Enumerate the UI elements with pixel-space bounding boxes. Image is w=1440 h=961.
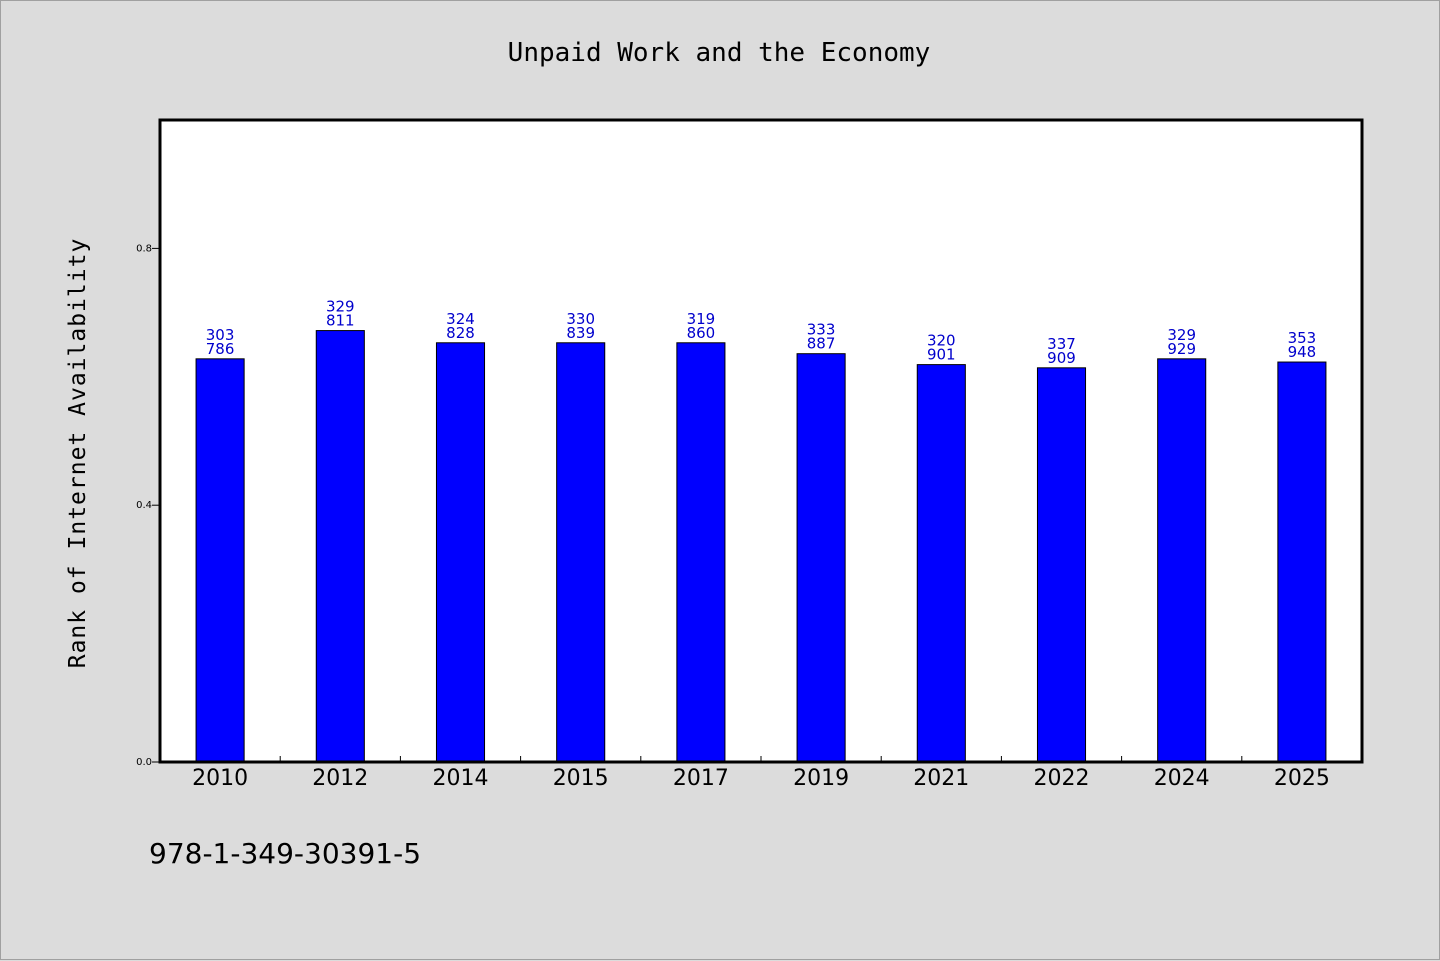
bar-2025 <box>1277 361 1327 763</box>
y-tick-label: 0.4 <box>136 500 152 511</box>
bar-2019 <box>796 353 846 763</box>
y-axis-label: Rank of Internet Availability <box>65 238 91 669</box>
bar-2010 <box>195 358 245 763</box>
bar-data-label: 329 <box>1167 326 1196 344</box>
x-tick-label: 2017 <box>673 766 729 791</box>
bar-2017 <box>676 342 726 763</box>
x-tick-label: 2019 <box>793 766 849 791</box>
bar-data-label: 786 <box>206 340 235 358</box>
x-tick-label: 2012 <box>312 766 368 791</box>
bar-data-label: 337 <box>1047 335 1076 353</box>
bar-data-label: 828 <box>446 324 475 342</box>
isbn-footnote: 978-1-349-30391-5 <box>149 837 421 870</box>
bar-data-label: 909 <box>1047 349 1076 367</box>
bar-data-label: 329 <box>326 298 355 316</box>
bar-2021 <box>916 364 966 763</box>
x-tick-label: 2014 <box>433 766 489 791</box>
y-tick-label: 0.8 <box>136 243 152 254</box>
bar-data-label: 948 <box>1288 343 1317 361</box>
bar-2022 <box>1036 367 1087 763</box>
bar-data-label: 839 <box>566 324 595 342</box>
x-tick-label: 2025 <box>1274 766 1330 791</box>
x-tick-label: 2024 <box>1154 766 1210 791</box>
bar-data-label: 860 <box>687 324 716 342</box>
bar-2024 <box>1157 358 1207 763</box>
bar-data-label: 330 <box>566 310 595 328</box>
bar-2012 <box>315 330 365 763</box>
bar-data-label: 320 <box>927 332 956 350</box>
x-tick-label: 2010 <box>192 766 248 791</box>
bar-data-label: 929 <box>1167 340 1196 358</box>
bar-2015 <box>556 342 606 763</box>
chart-title: Unpaid Work and the Economy <box>508 38 931 68</box>
y-axis-ticks: 0.0 0.4 0.8 <box>136 243 160 768</box>
x-tick-label: 2021 <box>913 766 969 791</box>
bar-data-label: 353 <box>1288 329 1317 347</box>
y-tick-label: 0.0 <box>136 757 152 768</box>
bars <box>195 330 1327 763</box>
plot-border <box>158 118 1364 764</box>
x-tick-label: 2015 <box>553 766 609 791</box>
bar-2014 <box>435 342 486 763</box>
bar-data-label: 324 <box>446 310 475 328</box>
bar-data-label: 333 <box>807 321 836 339</box>
bar-data-label: 887 <box>807 335 836 353</box>
bar-data-label: 319 <box>687 310 716 328</box>
x-tick-label: 2022 <box>1034 766 1090 791</box>
bar-data-label: 901 <box>927 346 956 364</box>
bar-data-label: 811 <box>326 312 355 330</box>
x-axis-ticks: 2010 2012 2014 2015 2017 2019 2021 2022 2024 2025 <box>192 756 1330 791</box>
bar-data-label: 303 <box>206 326 235 344</box>
